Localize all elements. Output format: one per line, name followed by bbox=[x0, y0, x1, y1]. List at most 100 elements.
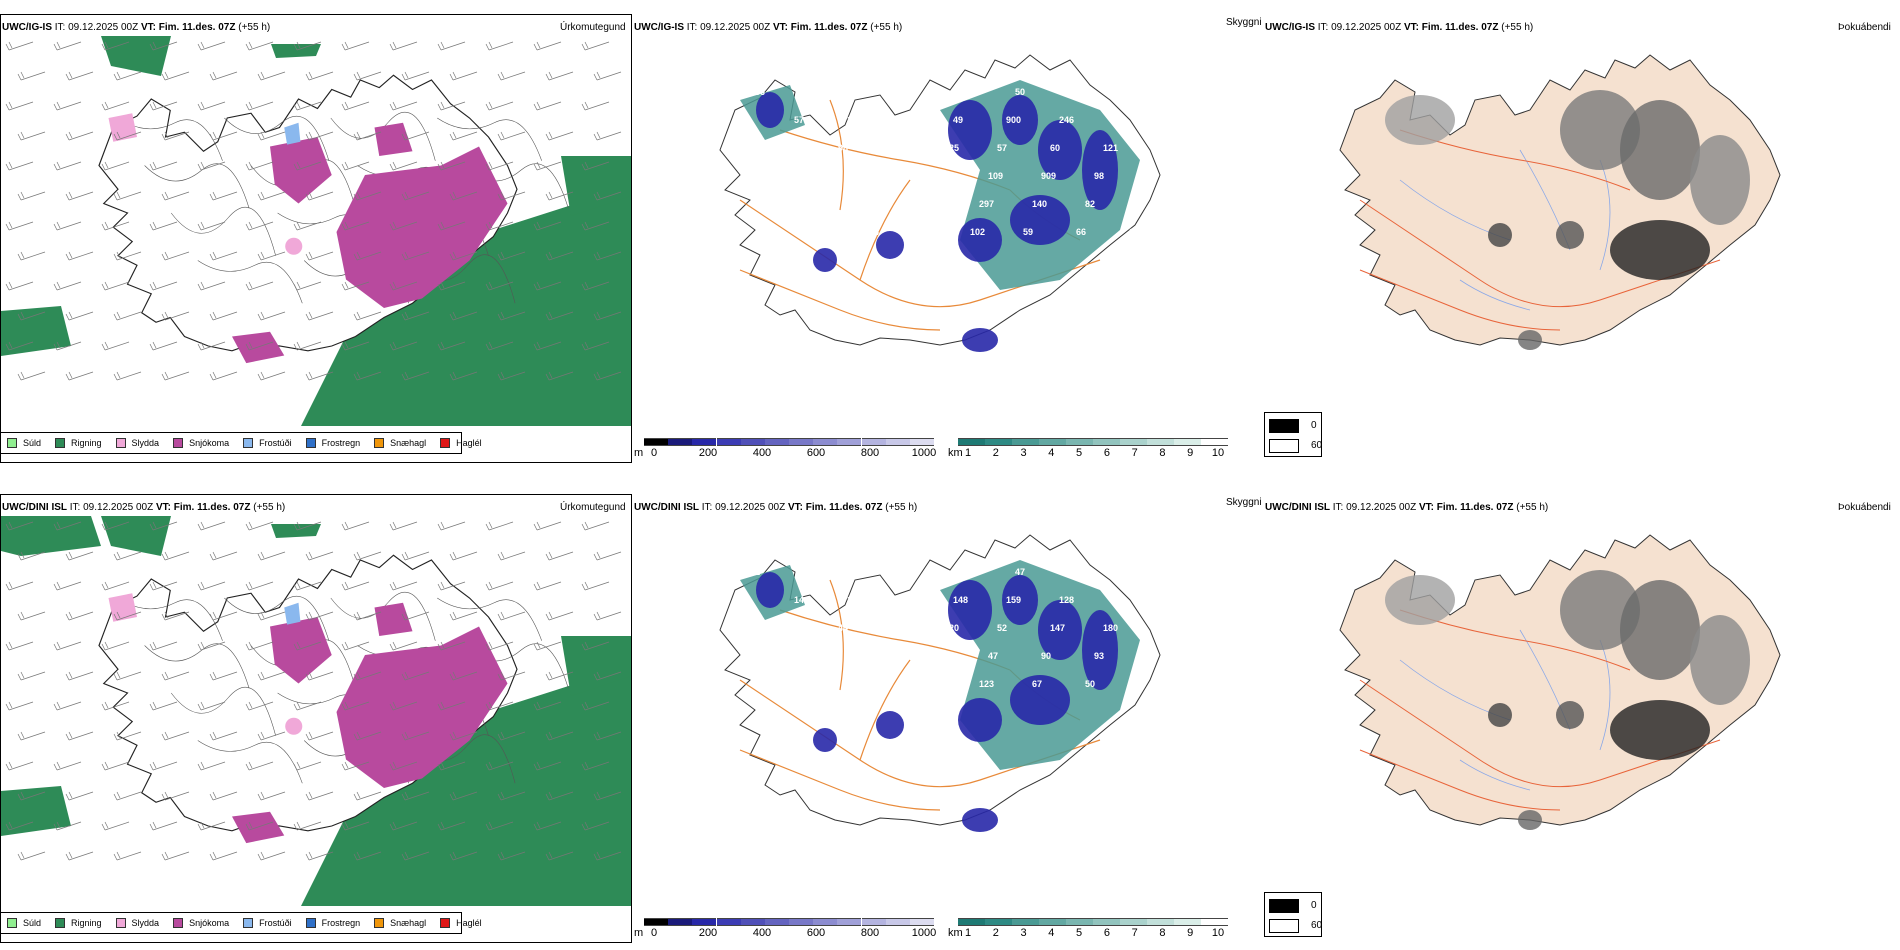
snow-depth-label: 153 bbox=[1112, 115, 1127, 125]
snow-depth-label: 95 bbox=[909, 567, 919, 577]
snow-depth-label: 61 bbox=[829, 651, 839, 661]
fog-map-row2 bbox=[1339, 534, 1781, 830]
vis-colorbar-segment bbox=[985, 918, 1012, 926]
snow-depth-blob bbox=[1038, 120, 1082, 180]
snow-colorbar-segment bbox=[668, 918, 693, 926]
fog-area bbox=[1385, 95, 1455, 145]
snow-depth-label: 112 bbox=[758, 227, 773, 237]
snow-depth-label: 298 bbox=[811, 227, 826, 237]
precip-legend-swatch bbox=[173, 918, 184, 928]
snow-depth-label: 60 bbox=[891, 623, 901, 633]
snow-colorbar-segment bbox=[885, 918, 910, 926]
precip-legend-label: Rigning bbox=[71, 918, 102, 928]
precip-legend-item: Rigning bbox=[55, 918, 102, 928]
fog-area bbox=[1620, 100, 1700, 200]
snow-depth-label: 80 bbox=[1121, 567, 1131, 577]
snow-depth-label: 159 bbox=[1006, 595, 1021, 605]
snow-depth-label: 57 bbox=[794, 115, 804, 125]
snow-colorbar-unit: m bbox=[634, 927, 644, 939]
snow-colorbar-segment bbox=[644, 918, 669, 926]
rain-area-northwest bbox=[101, 516, 171, 556]
snow-depth-label: 90 bbox=[1041, 651, 1051, 661]
snow-depth-label: 115 bbox=[926, 199, 941, 209]
snow-colorbar-tick: 0 bbox=[650, 927, 658, 939]
snow-depth-label: 123 bbox=[979, 679, 994, 689]
snow-area-northeast bbox=[374, 122, 413, 156]
vis-colorbar-segment bbox=[1120, 918, 1147, 926]
vis-colorbar-tick: 3 bbox=[1020, 927, 1027, 939]
precip-legend-label: Súld bbox=[23, 918, 42, 928]
vis-colorbar-tick: 2 bbox=[992, 447, 999, 459]
snow-depth-label: 909 bbox=[1041, 171, 1056, 181]
precip-legend-label: Haglél bbox=[456, 438, 482, 448]
snow-depth-label: 115 bbox=[776, 171, 791, 181]
fog-legend-swatch bbox=[1269, 439, 1299, 453]
precip-legend-swatch bbox=[115, 438, 126, 448]
fog-area bbox=[1518, 810, 1542, 830]
snow-depth-blob bbox=[876, 231, 904, 259]
snow-depth-label: 91 bbox=[750, 567, 760, 577]
precip-map-frame-row2 bbox=[0, 494, 632, 943]
precip-legend-label: Slydda bbox=[131, 918, 160, 928]
freezing-drizzle-area bbox=[284, 602, 301, 625]
snow-depth-blob bbox=[1010, 195, 1070, 245]
snow-depth-blob bbox=[1038, 600, 1082, 660]
precip-legend-label: Frostúði bbox=[259, 438, 292, 448]
snow-depth-label: 71 bbox=[909, 87, 919, 97]
fog-map-row1 bbox=[1339, 54, 1781, 350]
freezing-drizzle-area bbox=[284, 122, 301, 145]
snow-depth-blob bbox=[756, 572, 784, 608]
visibility-map-row1: 156 68 68 71 59 50 42 64 57 107 95 49 900 246 153 159 98… bbox=[719, 54, 1161, 352]
fog-label-row1: Þokuábendi bbox=[1838, 22, 1891, 33]
snow-colorbar-segment bbox=[644, 438, 669, 446]
snow-depth-label: 297 bbox=[979, 199, 994, 209]
snow-colorbar-segment bbox=[764, 918, 789, 926]
snow-colorbar-segment bbox=[861, 918, 886, 926]
snow-colorbar-tick: 200 bbox=[698, 447, 718, 459]
precip-legend-item: Slydda bbox=[115, 918, 160, 928]
vis-colorbar-segment bbox=[1066, 438, 1093, 446]
snow-depth-label: 38 bbox=[758, 707, 768, 717]
snow-colorbar-segment bbox=[789, 438, 814, 446]
snow-colorbar-segment bbox=[909, 438, 934, 446]
precip-legend-label: Slydda bbox=[131, 438, 160, 448]
vis-colorbar-tick: 5 bbox=[1076, 447, 1083, 459]
fog-area bbox=[1610, 220, 1710, 280]
snow-depth-blob bbox=[958, 218, 1002, 262]
fog-area bbox=[1610, 700, 1710, 760]
snow-depth-label: 50 bbox=[1015, 87, 1025, 97]
snow-depth-label: 98 bbox=[1094, 171, 1104, 181]
snow-depth-label: 140 bbox=[1032, 199, 1047, 209]
snow-depth-label: 68 bbox=[856, 87, 866, 97]
row-1: UWC/IG-IS IT: 09.12.2025 00Z VT: Fim. 11… bbox=[0, 14, 1891, 463]
snow-depth-label: 79 bbox=[785, 623, 795, 633]
fog-legend-label: 0 bbox=[1311, 420, 1317, 431]
precip-type-map-row2 bbox=[1, 516, 631, 906]
snow-colorbar-tick: 1000 bbox=[911, 927, 937, 939]
fog-area bbox=[1690, 135, 1750, 225]
snow-colorbar-segment bbox=[837, 438, 862, 446]
vis-colorbar-unit: km bbox=[948, 447, 963, 459]
snow-colorbar-tick: 400 bbox=[752, 927, 772, 939]
snow-area-east bbox=[336, 146, 508, 308]
snow-depth-label: 98 bbox=[838, 143, 848, 153]
snow-depth-label: 181 bbox=[891, 143, 906, 153]
precip-legend-item: Frostúði bbox=[243, 918, 292, 928]
snow-colorbar-tick: 400 bbox=[752, 447, 772, 459]
vis-colorbar-segment bbox=[1174, 918, 1201, 926]
precip-legend-label: Rigning bbox=[71, 438, 102, 448]
vis-colorbar-segment bbox=[1174, 438, 1201, 446]
snow-depth-label: 651 bbox=[935, 171, 950, 181]
snow-depth-label: 128 bbox=[1059, 595, 1074, 605]
vis-colorbar-segment bbox=[1012, 438, 1039, 446]
snow-depth-blob bbox=[1082, 610, 1118, 690]
snow-depth-label: 168 bbox=[873, 679, 888, 689]
vis-colorbar-tick: 9 bbox=[1187, 447, 1194, 459]
precip-legend-item: Snjókoma bbox=[173, 918, 229, 928]
snow-depth-blob bbox=[756, 92, 784, 128]
snow-depth-label: 185 bbox=[767, 199, 782, 209]
snow-depth-label: 43 bbox=[1068, 567, 1078, 577]
precip-legend-swatch bbox=[7, 438, 17, 448]
snow-depth-label: 60 bbox=[1050, 143, 1060, 153]
vis-colorbar-segment bbox=[1201, 438, 1228, 446]
